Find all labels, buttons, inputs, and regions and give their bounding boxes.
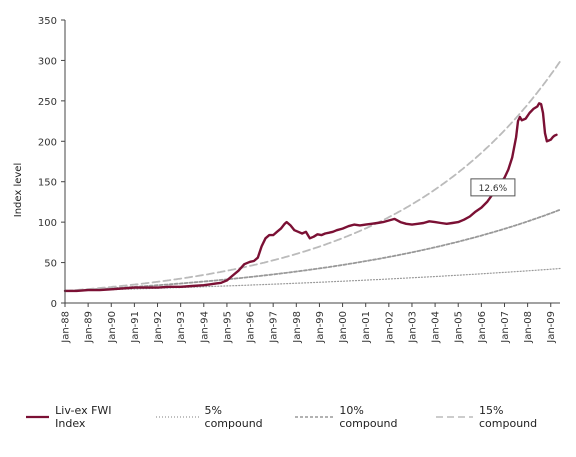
x-tick-label: Jan-99 [315, 311, 326, 344]
x-tick-label: Jan-90 [107, 311, 118, 344]
x-tick-label: Jan-07 [500, 311, 511, 344]
x-tick-label: Jan-92 [153, 311, 164, 344]
legend-swatch-15pct [436, 416, 473, 418]
legend-item-liv-ex: Liv-ex FWI Index [26, 404, 142, 430]
y-tick-label: 200 [38, 137, 57, 148]
annotation-box [470, 178, 516, 197]
legend: Liv-ex FWI Index 5% compound 10% compoun… [26, 404, 576, 430]
y-axis-title: Index level [13, 163, 24, 218]
legend-swatch-5pct [156, 416, 199, 418]
x-tick-label: Jan-04 [431, 311, 442, 344]
x-tick-label: Jan-08 [523, 311, 534, 344]
legend-item-15pct: 15% compound [436, 404, 562, 430]
y-tick-label: 300 [38, 56, 57, 67]
legend-item-10pct: 10% compound [294, 404, 423, 430]
x-tick-label: Jan-05 [454, 311, 465, 344]
annotation-label: 12.6% [479, 184, 508, 194]
series-line-15-compound [64, 60, 561, 292]
y-axis-ticks: 0 50 100 150 200 250 300 350 [38, 16, 65, 310]
x-tick-label: Jan-91 [130, 311, 141, 344]
x-tick-label: Jan-95 [222, 311, 233, 344]
x-tick-label: Jan-02 [384, 311, 395, 344]
y-tick-label: 350 [38, 16, 57, 27]
series-layer [63, 60, 561, 293]
legend-item-5pct: 5% compound [156, 404, 281, 430]
y-tick-label: 250 [38, 97, 57, 108]
x-tick-label: Jan-03 [407, 311, 418, 344]
x-tick-label: Jan-00 [338, 311, 349, 344]
legend-swatch-liv-ex [26, 415, 50, 419]
x-tick-label: Jan-97 [269, 311, 280, 344]
legend-label-15pct: 15% compound [479, 404, 538, 430]
series-line-10-compound [64, 208, 561, 292]
legend-label-liv-ex: Liv-ex FWI Index [55, 404, 112, 430]
annotation-layer: 12.6% [470, 178, 516, 197]
series-line-liv-ex-fwi-index [63, 102, 558, 293]
x-axis-ticks: Jan-88 Jan-89 Jan-90 Jan-91 Jan-92 Jan-93 Jan-… [61, 303, 557, 344]
legend-label-10pct: 10% compound [339, 404, 398, 430]
legend-label-5pct: 5% compound [204, 404, 263, 430]
y-tick-label: 150 [38, 178, 57, 189]
x-tick-label: Jan-88 [61, 311, 72, 344]
x-tick-label: Jan-93 [176, 311, 187, 344]
x-tick-label: Jan-94 [199, 311, 210, 344]
x-tick-label: Jan-01 [361, 311, 372, 344]
y-tick-label: 50 [44, 259, 57, 270]
x-tick-label: Jan-89 [84, 311, 95, 344]
y-tick-label: 100 [38, 218, 57, 229]
x-tick-label: Jan-09 [546, 311, 557, 344]
x-tick-label: Jan-06 [477, 311, 488, 344]
x-tick-label: Jan-96 [246, 311, 257, 344]
legend-swatch-10pct [294, 416, 334, 418]
x-tick-label: Jan-98 [292, 311, 303, 344]
y-tick-label: 0 [51, 299, 57, 310]
